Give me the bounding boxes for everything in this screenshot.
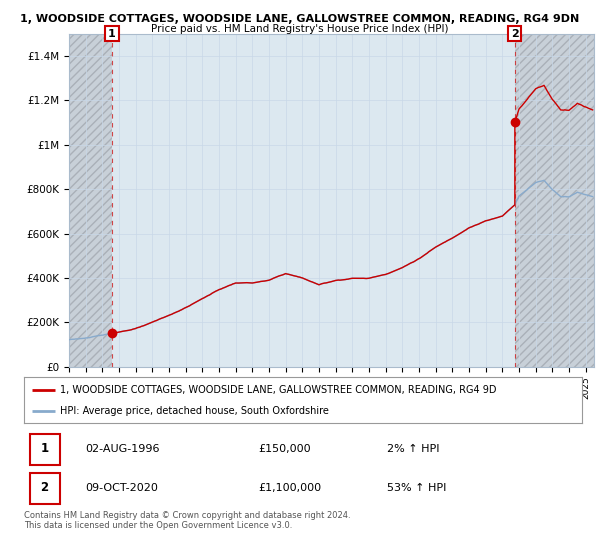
FancyBboxPatch shape [29,434,60,465]
Text: Contains HM Land Registry data © Crown copyright and database right 2024.
This d: Contains HM Land Registry data © Crown c… [24,511,350,530]
Text: 1: 1 [41,442,49,455]
Text: 2: 2 [41,481,49,494]
Text: £150,000: £150,000 [259,444,311,454]
Text: 02-AUG-1996: 02-AUG-1996 [85,444,160,454]
Text: 53% ↑ HPI: 53% ↑ HPI [387,483,446,493]
FancyBboxPatch shape [29,473,60,504]
Text: £1,100,000: £1,100,000 [259,483,322,493]
Text: 1, WOODSIDE COTTAGES, WOODSIDE LANE, GALLOWSTREE COMMON, READING, RG4 9D: 1, WOODSIDE COTTAGES, WOODSIDE LANE, GAL… [60,385,497,395]
Text: HPI: Average price, detached house, South Oxfordshire: HPI: Average price, detached house, Sout… [60,407,329,416]
Text: 09-OCT-2020: 09-OCT-2020 [85,483,158,493]
Text: 2% ↑ HPI: 2% ↑ HPI [387,444,439,454]
Text: 2: 2 [511,29,519,39]
Text: 1, WOODSIDE COTTAGES, WOODSIDE LANE, GALLOWSTREE COMMON, READING, RG4 9DN: 1, WOODSIDE COTTAGES, WOODSIDE LANE, GAL… [20,14,580,24]
Text: Price paid vs. HM Land Registry's House Price Index (HPI): Price paid vs. HM Land Registry's House … [151,24,449,34]
Text: 1: 1 [108,29,116,39]
